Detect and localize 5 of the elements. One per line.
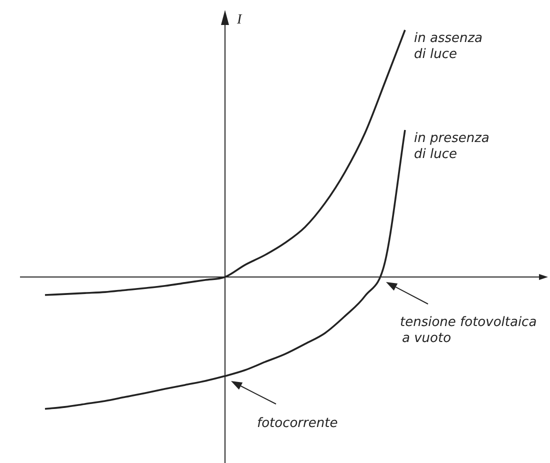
series-label: in presenza di luce xyxy=(414,130,490,162)
y-axis-title: I xyxy=(236,12,243,28)
annotation: tensione fotovoltaica a vuoto xyxy=(400,314,537,346)
series-label: in assenza di luce xyxy=(414,30,483,62)
text: fotocorrente xyxy=(257,416,338,431)
